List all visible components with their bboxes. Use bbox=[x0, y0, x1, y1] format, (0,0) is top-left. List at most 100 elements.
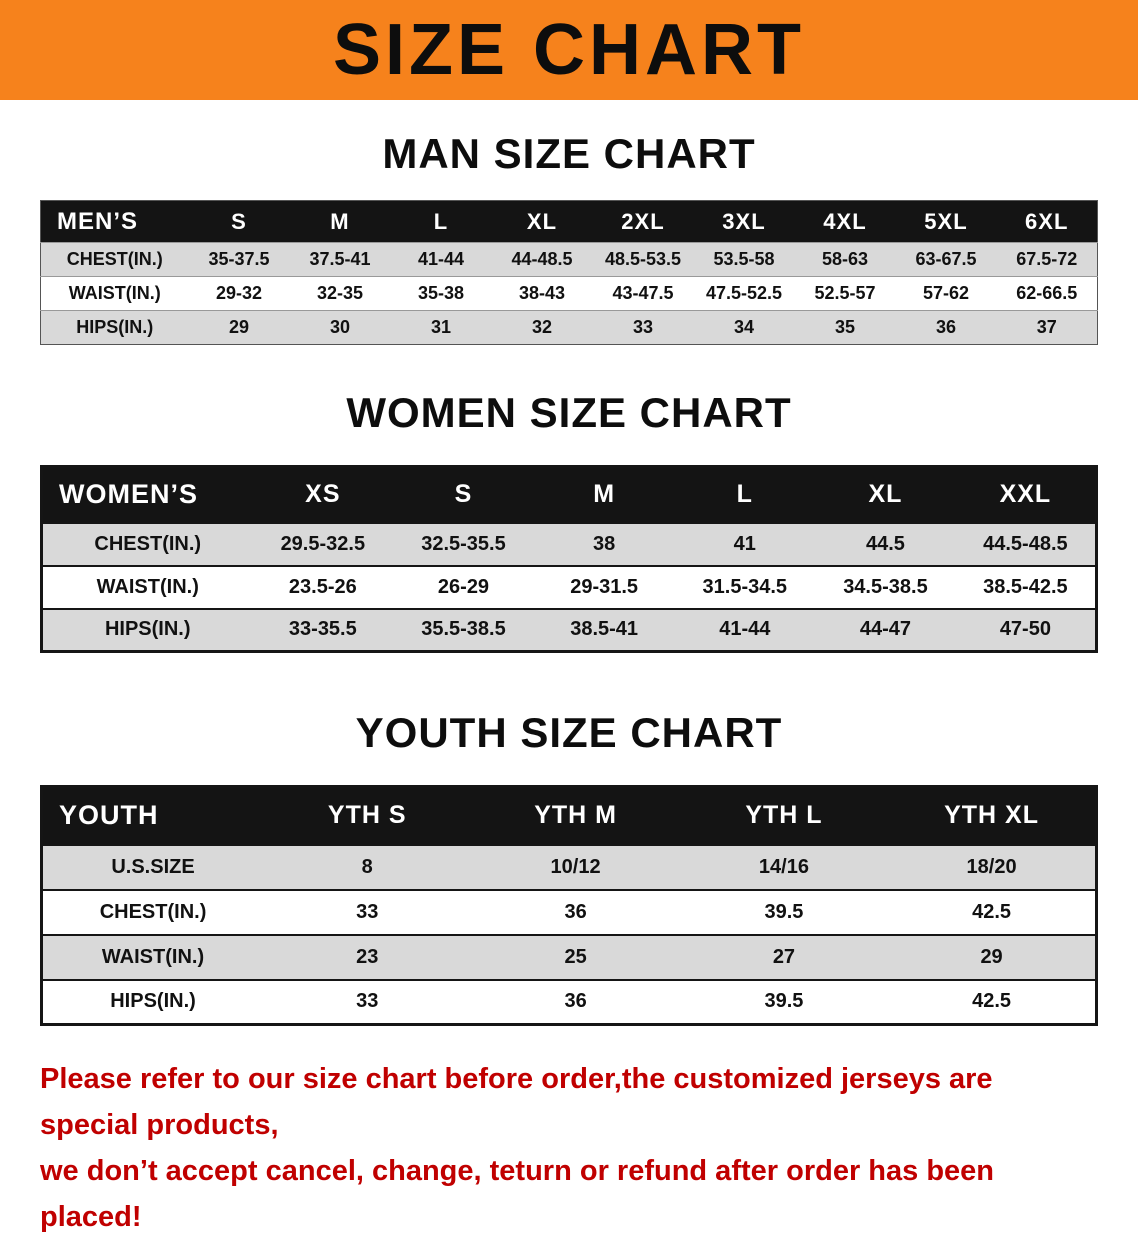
measurement-value: 42.5 bbox=[972, 990, 1012, 1013]
measurement-value: 30 bbox=[329, 317, 350, 337]
measurement-value: 36 bbox=[564, 900, 587, 923]
measurement-value: 38 bbox=[593, 532, 616, 555]
measurement-label: WAIST(IN.) bbox=[68, 283, 161, 303]
measurement-value: 39.5 bbox=[764, 990, 804, 1013]
women-size-table: WOMEN’S XS S M L XL XXL CHEST(IN.) 29.5-32.5 32.5… bbox=[40, 465, 1098, 653]
size-column-header: YTH L bbox=[745, 801, 823, 830]
measurement-value: 33 bbox=[356, 990, 379, 1013]
measurement-value: 34.5-38.5 bbox=[843, 575, 928, 598]
measurement-value: 25 bbox=[564, 945, 587, 968]
table-header-row: MEN’S S M L XL 2XL 3XL 4XL 5XL 6XL bbox=[40, 200, 1098, 243]
table-header-row: WOMEN’S XS S M L XL XXL bbox=[41, 466, 1097, 523]
table-title-cell: MEN’S bbox=[57, 207, 139, 235]
men-size-table: MEN’S S M L XL 2XL 3XL 4XL 5XL 6XL CHEST(IN.) 35-37… bbox=[40, 200, 1098, 345]
size-column-header: YTH XL bbox=[944, 801, 1040, 830]
size-column-header: XS bbox=[305, 480, 341, 509]
measurement-value: 41-44 bbox=[719, 618, 771, 641]
disclaimer-line-1: Please refer to our size chart before or… bbox=[40, 1063, 993, 1141]
measurement-value: 37.5-41 bbox=[309, 249, 371, 269]
measurement-label: U.S.SIZE bbox=[111, 855, 195, 878]
women-size-section: WOMEN SIZE CHART WOMEN’S XS S M L XL XXL CHEST(… bbox=[0, 389, 1138, 653]
measurement-value: 35 bbox=[834, 317, 855, 337]
measurement-value: 34 bbox=[733, 317, 754, 337]
measurement-value: 29 bbox=[980, 945, 1003, 968]
measurement-row: WAIST(IN.) 29-32 32-35 35-38 38-43 43-47.5 47.… bbox=[40, 276, 1098, 311]
measurement-label: WAIST(IN.) bbox=[101, 945, 205, 968]
measurement-value: 26-29 bbox=[437, 575, 490, 598]
youth-size-table: YOUTH YTH S YTH M YTH L YTH XL U.S.SIZE 8 10/12… bbox=[40, 785, 1098, 1026]
youth-size-section: YOUTH SIZE CHART YOUTH YTH S YTH M YTH L YTH… bbox=[0, 709, 1138, 1026]
measurement-row: CHEST(IN.) 29.5-32.5 32.5-35.5 38 41 44.5 44.5… bbox=[41, 522, 1097, 566]
measurement-value: 32.5-35.5 bbox=[421, 532, 506, 555]
measurement-row: CHEST(IN.) 35-37.5 37.5-41 41-44 44-48.5 48.5… bbox=[40, 242, 1098, 277]
measurement-value: 39.5 bbox=[764, 900, 804, 923]
size-column-header: 5XL bbox=[924, 208, 968, 234]
size-column-header: XL bbox=[868, 480, 903, 509]
measurement-value: 48.5-53.5 bbox=[604, 249, 681, 269]
measurement-value: 33 bbox=[356, 900, 379, 923]
table-title-cell: WOMEN’S bbox=[59, 479, 198, 510]
size-column-header: 6XL bbox=[1025, 208, 1069, 234]
measurement-value: 32 bbox=[531, 317, 552, 337]
measurement-value: 44.5 bbox=[865, 532, 905, 555]
measurement-value: 47-50 bbox=[999, 618, 1051, 641]
measurement-value: 67.5-72 bbox=[1016, 249, 1078, 269]
youth-size-chart-heading: YOUTH SIZE CHART bbox=[355, 709, 783, 756]
measurement-value: 35-38 bbox=[417, 283, 464, 303]
size-column-header: XXL bbox=[999, 480, 1052, 509]
measurement-value: 44-48.5 bbox=[511, 249, 573, 269]
banner-title: SIZE CHART bbox=[333, 10, 805, 90]
measurement-value: 23 bbox=[356, 945, 379, 968]
measurement-value: 35.5-38.5 bbox=[421, 618, 506, 641]
measurement-value: 42.5 bbox=[972, 900, 1012, 923]
measurement-value: 38-43 bbox=[518, 283, 565, 303]
measurement-label: CHEST(IN.) bbox=[66, 249, 163, 269]
measurement-value: 33-35.5 bbox=[288, 618, 357, 641]
measurement-value: 35-37.5 bbox=[208, 249, 270, 269]
size-column-header: M bbox=[593, 480, 616, 509]
measurement-row: HIPS(IN.) 33 36 39.5 42.5 bbox=[41, 979, 1097, 1025]
measurement-value: 41-44 bbox=[417, 249, 464, 269]
size-column-header: M bbox=[330, 208, 350, 234]
measurement-value: 27 bbox=[772, 945, 796, 968]
measurement-value: 57-62 bbox=[922, 283, 969, 303]
measurement-label: HIPS(IN.) bbox=[110, 990, 196, 1013]
size-column-header: S bbox=[231, 208, 247, 234]
measurement-value: 31 bbox=[430, 317, 451, 337]
size-column-header: 2XL bbox=[621, 208, 665, 234]
size-column-header: L bbox=[433, 208, 449, 234]
measurement-value: 52.5-57 bbox=[814, 283, 876, 303]
women-size-chart-heading: WOMEN SIZE CHART bbox=[346, 389, 792, 436]
measurement-value: 14/16 bbox=[758, 855, 809, 878]
size-column-header: S bbox=[454, 480, 473, 509]
measurement-value: 31.5-34.5 bbox=[702, 575, 788, 598]
measurement-label: CHEST(IN.) bbox=[99, 900, 207, 923]
measurement-value: 47.5-52.5 bbox=[705, 283, 782, 303]
table-header-row: YOUTH YTH S YTH M YTH L YTH XL bbox=[41, 786, 1097, 845]
size-column-header: 3XL bbox=[722, 208, 766, 234]
measurement-value: 23.5-26 bbox=[288, 575, 357, 598]
size-column-header: L bbox=[736, 480, 753, 509]
measurement-value: 36 bbox=[564, 990, 587, 1013]
measurement-value: 58-63 bbox=[821, 249, 868, 269]
measurement-value: 38.5-42.5 bbox=[983, 575, 1068, 598]
measurement-value: 18/20 bbox=[966, 855, 1017, 878]
measurement-value: 8 bbox=[361, 855, 373, 878]
measurement-value: 32-35 bbox=[316, 283, 363, 303]
disclaimer-line-2: we don’t accept cancel, change, teturn o… bbox=[40, 1155, 994, 1233]
measurement-value: 29 bbox=[228, 317, 249, 337]
measurement-value: 43-47.5 bbox=[612, 283, 674, 303]
measurement-row: WAIST(IN.) 23 25 27 29 bbox=[41, 934, 1097, 980]
men-size-chart-heading: MAN SIZE CHART bbox=[382, 130, 756, 177]
size-column-header: YTH M bbox=[534, 801, 617, 830]
measurement-value: 29.5-32.5 bbox=[280, 532, 366, 555]
measurement-value: 36 bbox=[935, 317, 956, 337]
measurement-label: CHEST(IN.) bbox=[94, 532, 202, 555]
measurement-value: 37 bbox=[1036, 317, 1057, 337]
measurement-value: 63-67.5 bbox=[915, 249, 977, 269]
measurement-value: 38.5-41 bbox=[570, 618, 639, 641]
men-size-section: MAN SIZE CHART MEN’S S M L XL 2XL 3XL 4XL 5XL 6XL… bbox=[0, 130, 1138, 345]
measurement-value: 41 bbox=[733, 532, 756, 555]
size-column-header: YTH S bbox=[327, 801, 407, 830]
